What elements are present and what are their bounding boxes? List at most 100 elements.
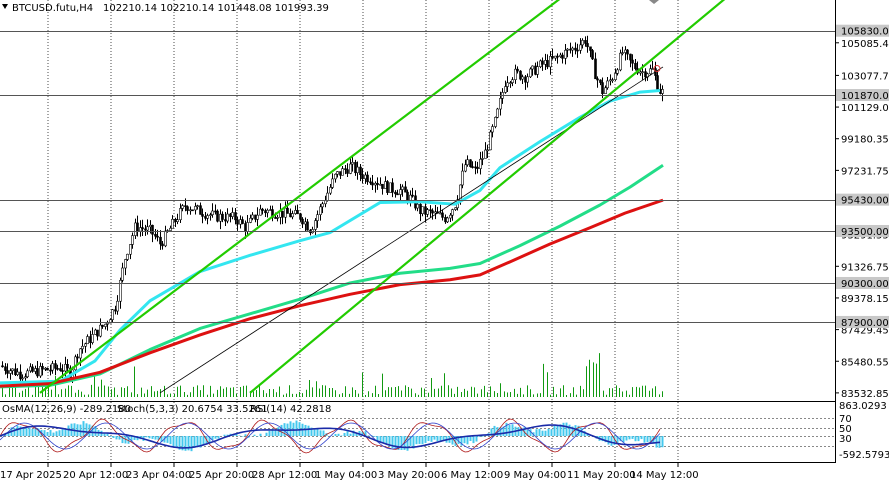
candle-body (376, 182, 379, 185)
osc-tick-label: 863.0293 (839, 401, 887, 412)
candle-body (549, 55, 552, 68)
candle-body (619, 52, 622, 71)
candle-body (259, 208, 262, 216)
candle-body (484, 149, 487, 159)
chart-header: BTCUSD.futu,H4 102210.14 102210.14 10144… (2, 3, 329, 14)
price-tick-label: 101129.05 (841, 103, 889, 114)
candle-body (396, 193, 399, 196)
candle-body (324, 200, 327, 205)
candle-body (56, 368, 59, 370)
candle-body (514, 68, 517, 80)
candle-body (489, 131, 492, 151)
candle-body (466, 159, 469, 166)
channel-line (249, 0, 726, 394)
candle-body (266, 209, 269, 214)
candle-body (546, 60, 549, 68)
candle-body (604, 87, 607, 94)
time-tick-label: 1 May 04:00 (315, 470, 377, 481)
indicator-lines (0, 0, 726, 394)
candle-body (556, 55, 559, 58)
candle-body (576, 49, 579, 52)
candle-body (139, 227, 142, 232)
scroll-arrow-icon[interactable] (649, 0, 659, 4)
candle-body (11, 368, 14, 371)
candle-body (421, 206, 424, 214)
candle-body (614, 73, 617, 80)
candle-body (186, 206, 189, 211)
candle-body (206, 215, 209, 219)
candle-body (574, 47, 577, 51)
rsi-line (0, 424, 661, 449)
candle-body (564, 49, 567, 59)
candle-body (211, 210, 214, 215)
candle-body (256, 214, 259, 220)
price-level-tag (836, 315, 889, 328)
candle-body (529, 68, 532, 78)
candle-body (219, 213, 222, 222)
price-axis: 105085.43 103077.75 101129.05 99180.35 97231… (835, 24, 889, 400)
candle-body (191, 209, 194, 212)
candle-body (344, 168, 347, 170)
candle-body (626, 49, 629, 55)
candle-body (349, 163, 352, 174)
price-level-label: 105830.00 (841, 27, 889, 38)
candle-body (124, 259, 127, 269)
candle-body (326, 192, 329, 202)
price-level-tag (836, 89, 889, 102)
candle-body (516, 68, 519, 72)
candle-body (496, 108, 499, 118)
candle-body (471, 166, 474, 168)
candle-body (566, 48, 569, 51)
candle-body (371, 182, 374, 186)
candle-body (159, 236, 162, 245)
candle-body (526, 76, 529, 83)
candle-body (196, 205, 199, 207)
candle-body (331, 178, 334, 188)
osc-tick-label: 70 (839, 414, 852, 425)
candle-body (249, 217, 252, 223)
candle-body (649, 68, 652, 75)
candle-body (76, 356, 79, 359)
candle-body (121, 267, 124, 281)
ema-line (0, 88, 661, 385)
candle-body (244, 223, 247, 232)
time-tick-label: 23 Apr 04:00 (126, 470, 191, 481)
candle-body (446, 217, 449, 223)
candle-body (184, 205, 187, 207)
candle-body (599, 79, 602, 83)
candle-body (661, 89, 664, 94)
candle-body (351, 162, 354, 165)
candle-body (329, 187, 332, 194)
candle-body (21, 377, 24, 380)
candle-body (99, 324, 102, 337)
candle-body (181, 205, 184, 209)
candle-body (161, 243, 164, 247)
candle-body (386, 181, 389, 193)
candle-body (234, 212, 237, 221)
candle-body (601, 82, 604, 94)
candle-body (9, 370, 12, 374)
candle-body (584, 40, 587, 44)
candle-body (641, 71, 644, 73)
candle-body (79, 348, 82, 359)
candle-body (296, 210, 299, 215)
candle-body (591, 50, 594, 60)
candle-body (194, 206, 197, 211)
candle-body (129, 244, 132, 255)
price-tick-label: 97231.75 (841, 166, 889, 177)
candle-body (486, 149, 489, 152)
candle-body (41, 366, 44, 370)
candle-body (251, 214, 254, 219)
candle-body (74, 356, 77, 371)
price-level-label: 95430.00 (841, 196, 889, 207)
candle-body (629, 53, 632, 61)
candle-body (401, 186, 404, 190)
candle-body (519, 70, 522, 80)
candle-body (16, 371, 19, 376)
candle-body (449, 214, 452, 219)
candle-body (286, 207, 289, 214)
candle-body (6, 370, 9, 374)
candle-body (224, 219, 227, 222)
candle-body (411, 194, 414, 197)
